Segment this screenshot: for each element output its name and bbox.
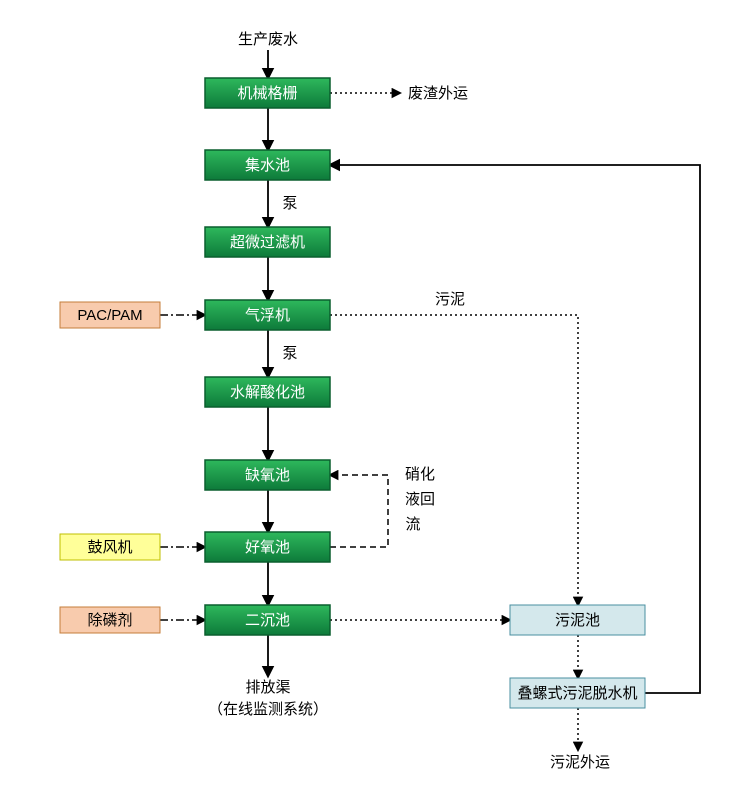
text-waste_out: 废渣外运 bbox=[408, 85, 468, 102]
node-label-n2: 集水池 bbox=[245, 157, 290, 174]
text-pump1: 泵 bbox=[282, 195, 297, 212]
edge-e_sludge1 bbox=[330, 315, 578, 605]
text-sludge_lbl: 污泥 bbox=[435, 291, 465, 308]
node-pac: PAC/PAM bbox=[60, 302, 160, 328]
node-n3: 超微过滤机 bbox=[205, 227, 330, 257]
node-label-pac: PAC/PAM bbox=[77, 307, 142, 324]
text-nitr1: 硝化 bbox=[405, 466, 435, 483]
flowchart-canvas: 生产废水机械格栅废渣外运集水池泵超微过滤机气浮机PAC/PAM污泥泵水解酸化池缺… bbox=[0, 0, 752, 804]
node-nitr1: 硝化 bbox=[405, 466, 435, 483]
text-source: 生产废水 bbox=[238, 31, 298, 48]
node-n5: 水解酸化池 bbox=[205, 377, 330, 407]
edge-e_nitr bbox=[330, 475, 388, 547]
node-label-n8: 二沉池 bbox=[245, 612, 290, 629]
text-pump2: 泵 bbox=[282, 345, 297, 362]
node-n7: 好氧池 bbox=[205, 532, 330, 562]
node-label-n6: 缺氧池 bbox=[245, 467, 290, 484]
node-source: 生产废水 bbox=[238, 31, 298, 48]
node-nitr3: 流 bbox=[405, 516, 420, 533]
node-sludge_lbl: 污泥 bbox=[435, 291, 465, 308]
node-label-n4: 气浮机 bbox=[245, 307, 290, 324]
node-n4: 气浮机 bbox=[205, 300, 330, 330]
node-discharge1: 排放渠 bbox=[245, 679, 290, 696]
text-sludge_out: 污泥外运 bbox=[550, 754, 610, 771]
text-discharge2: （在线监测系统） bbox=[208, 701, 328, 718]
node-label-sludge_tank: 污泥池 bbox=[555, 612, 600, 629]
node-label-n5: 水解酸化池 bbox=[230, 384, 305, 401]
node-label-dewater: 叠螺式污泥脱水机 bbox=[517, 685, 637, 702]
node-label-n7: 好氧池 bbox=[245, 539, 290, 556]
node-deP: 除磷剂 bbox=[60, 607, 160, 633]
node-n2: 集水池 bbox=[205, 150, 330, 180]
node-sludge_tank: 污泥池 bbox=[510, 605, 645, 635]
node-n6: 缺氧池 bbox=[205, 460, 330, 490]
node-sludge_out: 污泥外运 bbox=[550, 754, 610, 771]
node-label-n1: 机械格栅 bbox=[237, 85, 297, 102]
node-pump1: 泵 bbox=[282, 195, 297, 212]
node-waste_out: 废渣外运 bbox=[408, 85, 468, 102]
node-label-n3: 超微过滤机 bbox=[230, 234, 305, 251]
node-n8: 二沉池 bbox=[205, 605, 330, 635]
node-label-blower: 鼓风机 bbox=[87, 539, 132, 556]
text-nitr2: 液回 bbox=[405, 491, 435, 508]
node-nitr2: 液回 bbox=[405, 491, 435, 508]
node-label-deP: 除磷剂 bbox=[87, 612, 132, 629]
text-discharge1: 排放渠 bbox=[245, 679, 290, 696]
text-nitr3: 流 bbox=[405, 516, 420, 533]
node-pump2: 泵 bbox=[282, 345, 297, 362]
node-dewater: 叠螺式污泥脱水机 bbox=[510, 678, 645, 708]
node-blower: 鼓风机 bbox=[60, 534, 160, 560]
node-n1: 机械格栅 bbox=[205, 78, 330, 108]
node-discharge2: （在线监测系统） bbox=[208, 701, 328, 718]
